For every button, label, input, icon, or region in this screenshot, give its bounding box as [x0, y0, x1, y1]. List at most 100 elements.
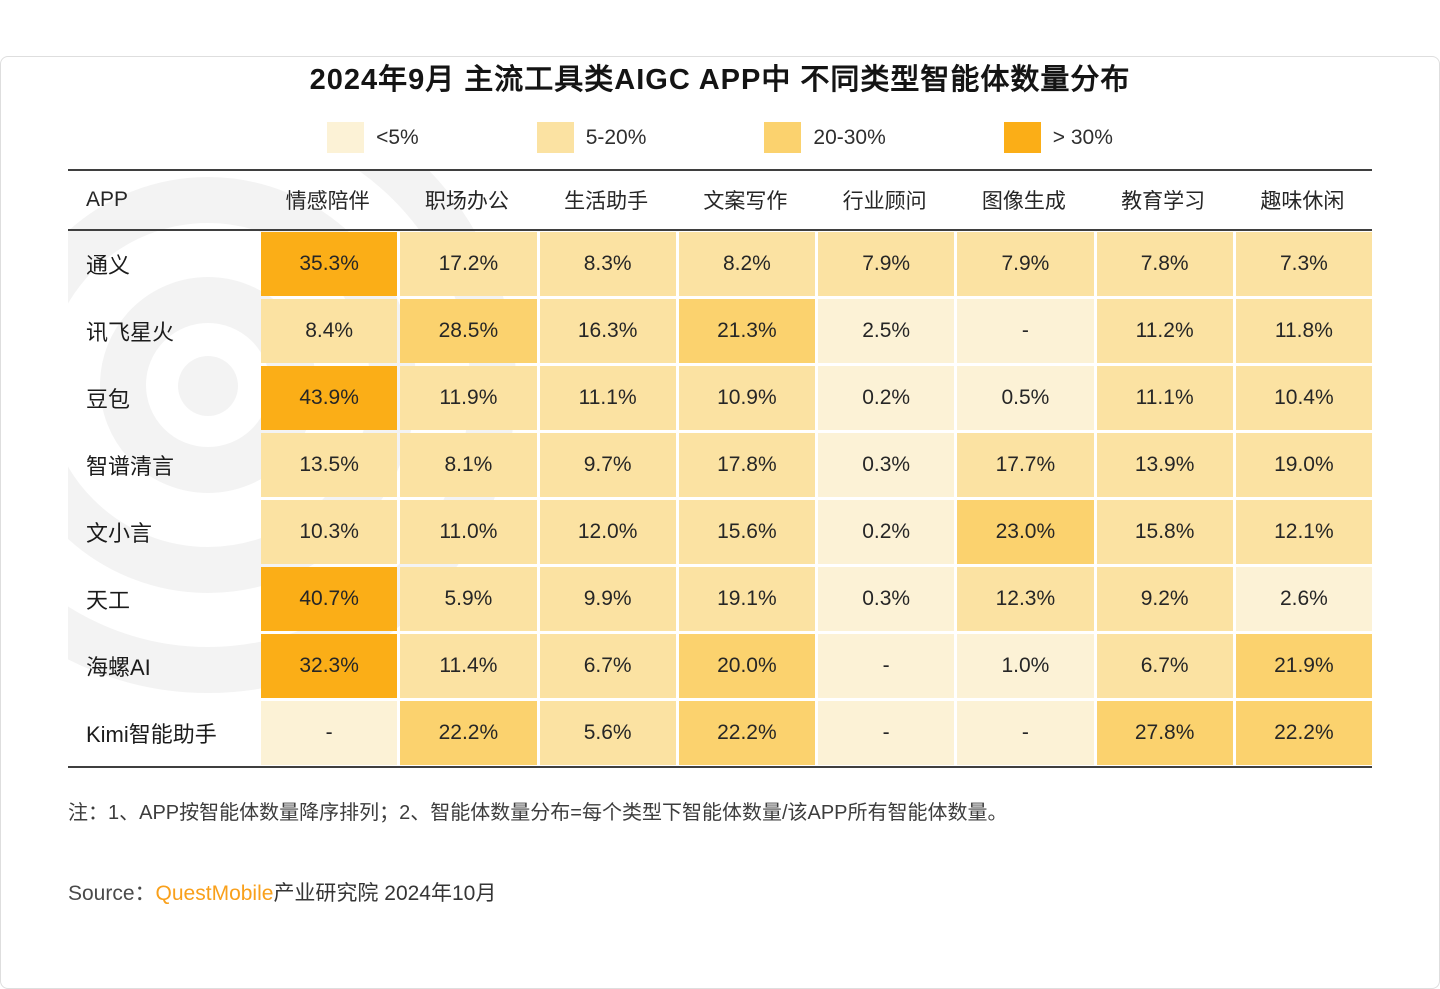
heat-cell: 15.6%: [678, 500, 815, 564]
heat-cell: 9.9%: [539, 567, 676, 631]
heat-cell: 7.8%: [1096, 232, 1233, 296]
heat-cell: 5.9%: [400, 567, 537, 631]
heat-cell: 21.3%: [678, 299, 815, 363]
heat-cell: 0.3%: [818, 567, 955, 631]
heat-cell: 17.8%: [678, 433, 815, 497]
heat-cell: 10.9%: [678, 366, 815, 430]
heat-cell: 12.0%: [539, 500, 676, 564]
heat-cell: 8.2%: [678, 232, 815, 296]
heat-cell: 32.3%: [261, 634, 398, 698]
column-header: 生活助手: [564, 190, 649, 213]
row-label: 文小言: [86, 521, 153, 546]
heat-cell: 20.0%: [678, 634, 815, 698]
heat-cell: 11.4%: [400, 634, 537, 698]
heat-cell: 7.9%: [818, 232, 955, 296]
row-label: 天工: [86, 588, 131, 613]
legend-label: <5%: [376, 125, 419, 149]
source-brand: QuestMobile: [155, 882, 274, 905]
heat-cell: 23.0%: [957, 500, 1094, 564]
row-label: 智谱清言: [86, 454, 175, 479]
heat-cell: 17.2%: [400, 232, 537, 296]
legend-swatch-20-30: [764, 122, 802, 153]
heat-cell: 17.7%: [957, 433, 1094, 497]
heat-cell: 0.5%: [957, 366, 1094, 430]
column-header-app: APP: [86, 188, 129, 211]
heat-cell: 19.0%: [1235, 433, 1372, 497]
heat-cell: 0.2%: [818, 366, 955, 430]
heatmap-table: APP 情感陪伴 职场办公 生活助手 文案写作 行业顾问 图像生成 教育学习 趣…: [68, 169, 1372, 768]
heat-cell: 22.2%: [400, 701, 537, 765]
chart-title: 2024年9月 主流工具类AIGC APP中 不同类型智能体数量分布: [309, 64, 1131, 96]
heat-cell: 22.2%: [1235, 701, 1372, 765]
column-header: 行业顾问: [842, 190, 927, 213]
legend-label: 20-30%: [813, 125, 886, 149]
heat-cell: 1.0%: [957, 634, 1094, 698]
legend-item: 20-30%: [764, 122, 886, 153]
heat-cell: 13.5%: [261, 433, 398, 497]
heat-cell: 28.5%: [400, 299, 537, 363]
source-suffix: 产业研究院 2024年10月: [273, 882, 497, 905]
heat-cell: 35.3%: [261, 232, 398, 296]
legend-label: > 30%: [1052, 125, 1113, 149]
heat-cell: 11.8%: [1235, 299, 1372, 363]
legend-item: 5-20%: [536, 122, 647, 153]
heat-cell: 9.7%: [539, 433, 676, 497]
column-header: 文案写作: [703, 190, 788, 213]
table-header-row: APP 情感陪伴 职场办公 生活助手 文案写作 行业顾问 图像生成 教育学习 趣…: [68, 171, 1372, 231]
column-header: 职场办公: [424, 190, 509, 213]
heat-cell: 12.3%: [957, 567, 1094, 631]
column-header: 教育学习: [1121, 190, 1206, 213]
heat-cell: 8.3%: [539, 232, 676, 296]
heat-cell: 43.9%: [261, 366, 398, 430]
legend-swatch-gt30: [1003, 122, 1041, 153]
heat-cell: 21.9%: [1235, 634, 1372, 698]
heat-cell: 11.1%: [539, 366, 676, 430]
heat-cell: 8.1%: [400, 433, 537, 497]
row-label: Kimi智能助手: [86, 722, 217, 747]
legend-item: > 30%: [1003, 122, 1113, 153]
column-header: 情感陪伴: [285, 190, 370, 213]
legend-item: <5%: [327, 122, 419, 153]
column-header: 趣味休闲: [1260, 190, 1345, 213]
heat-cell: 0.3%: [818, 433, 955, 497]
heat-cell: 10.3%: [261, 500, 398, 564]
heat-cell: 16.3%: [539, 299, 676, 363]
source-prefix: Source：: [68, 882, 156, 905]
heat-cell: 13.9%: [1096, 433, 1233, 497]
heat-cell: 8.4%: [261, 299, 398, 363]
heat-cell: 0.2%: [818, 500, 955, 564]
heat-cell: 2.6%: [1235, 567, 1372, 631]
report-slide: 2024年9月 主流工具类AIGC APP中 不同类型智能体数量分布 <5% 5…: [0, 56, 1440, 907]
heat-cell: 7.9%: [957, 232, 1094, 296]
heat-cell: 10.4%: [1235, 366, 1372, 430]
table-body: 通义 35.3% 17.2% 8.3% 8.2% 7.9% 7.9% 7.8% 7.3% 讯飞星火…: [68, 231, 1372, 766]
heat-cell: 11.1%: [1096, 366, 1233, 430]
heat-cell: 6.7%: [1096, 634, 1233, 698]
heat-cell: 2.5%: [818, 299, 955, 363]
heat-cell: 40.7%: [261, 567, 398, 631]
source-line: Source： QuestMobile 产业研究院 2024年10月: [68, 877, 1372, 907]
heat-cell: 12.1%: [1235, 500, 1372, 564]
row-label: 海螺AI: [86, 655, 151, 680]
heat-cell: 11.0%: [400, 500, 537, 564]
heat-cell: -: [957, 299, 1094, 363]
heat-cell: 11.9%: [400, 366, 537, 430]
heat-cell: -: [957, 701, 1094, 765]
column-header: 图像生成: [981, 190, 1066, 213]
legend-swatch-5-20: [536, 122, 574, 153]
legend-label: 5-20%: [585, 125, 647, 149]
legend: <5% 5-20% 20-30% > 30%: [68, 122, 1372, 153]
heat-cell: -: [261, 701, 398, 765]
heat-cell: -: [818, 701, 955, 765]
heat-cell: 11.2%: [1096, 299, 1233, 363]
footnote: 注：1、APP按智能体数量降序排列；2、智能体数量分布=每个类型下智能体数量/该…: [68, 802, 1008, 824]
heat-cell: -: [818, 634, 955, 698]
heat-cell: 5.6%: [539, 701, 676, 765]
legend-swatch-lt5: [327, 122, 365, 153]
heat-cell: 15.8%: [1096, 500, 1233, 564]
heat-cell: 6.7%: [539, 634, 676, 698]
row-label: 讯飞星火: [86, 320, 175, 345]
heat-cell: 9.2%: [1096, 567, 1233, 631]
heat-cell: 7.3%: [1235, 232, 1372, 296]
row-label: 豆包: [86, 387, 131, 412]
